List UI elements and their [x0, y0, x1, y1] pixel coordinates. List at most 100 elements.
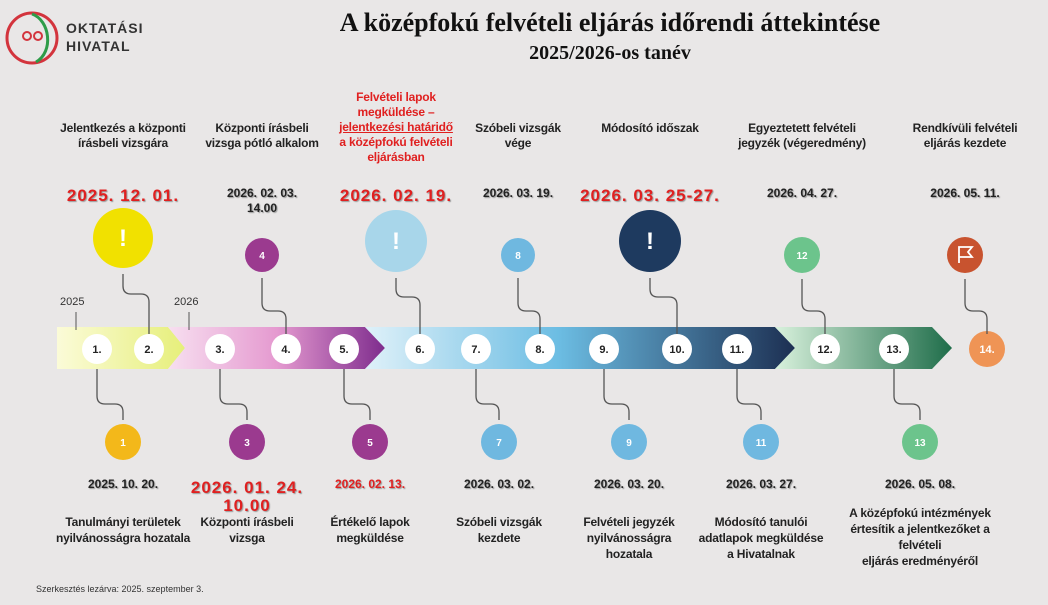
connector	[395, 278, 421, 334]
badge	[619, 210, 681, 272]
event-date: 10.00	[223, 496, 271, 515]
event-label: megküldése –	[357, 105, 435, 119]
event-label: Jelentkezés a központi	[60, 121, 186, 135]
step-number: 8.	[535, 344, 544, 356]
event-label: A középfokú intézmények	[849, 506, 991, 520]
badge-text: 11	[756, 438, 767, 449]
step-circle	[589, 334, 619, 364]
badge	[352, 424, 388, 460]
badge	[902, 424, 938, 460]
event-label: Szóbeli vizsgák	[475, 121, 561, 135]
event-label: eljárásban	[367, 150, 425, 164]
badge	[229, 424, 265, 460]
badge	[245, 238, 279, 272]
event-date: 2025. 10. 20.	[87, 477, 159, 491]
event-label: Központi írásbeli	[215, 121, 309, 135]
event-label: Rendkívüli felvételi	[912, 121, 1018, 135]
badge-text: 4	[259, 251, 265, 262]
event-label: Egyeztetett felvételi	[748, 121, 856, 135]
event-label: adatlapok megküldése	[698, 531, 824, 545]
event-label: a Hivatalnak	[727, 547, 795, 561]
event-date: 2026. 03. 19.	[482, 186, 554, 200]
step-number: 4.	[281, 344, 290, 356]
subtitle: 2025/2026-os tanév	[529, 42, 691, 64]
step-number: 2.	[144, 344, 153, 356]
event-date: 2026. 02. 19.	[339, 186, 453, 205]
step-circle	[205, 334, 235, 364]
connector	[893, 369, 921, 420]
connector	[801, 279, 826, 334]
step-number: 7.	[471, 344, 480, 356]
step-number: 13.	[886, 344, 901, 356]
connector	[517, 278, 541, 334]
badge	[365, 210, 427, 272]
event-date: 2026. 01. 24.	[190, 478, 304, 497]
event-label: Tanulmányi területek	[65, 515, 181, 529]
step-circle	[329, 334, 359, 364]
step-number: 1.	[92, 344, 101, 356]
connector	[736, 369, 762, 420]
event-date: 14.00	[246, 201, 278, 215]
badge	[743, 424, 779, 460]
step-circle	[722, 334, 752, 364]
event-date: 2026. 03. 25-27.	[580, 186, 720, 205]
event-label: eljárás eredményéről	[861, 554, 979, 568]
badge	[93, 208, 153, 268]
event-label: kezdete	[477, 531, 521, 545]
event-label: Módosító időszak	[601, 121, 699, 135]
connector	[261, 278, 287, 334]
step-number: 3.	[215, 344, 224, 356]
event-label: felvételi	[898, 538, 942, 552]
event-label: Szóbeli vizsgák	[456, 515, 542, 529]
year-label: 2025	[60, 296, 85, 308]
event-label: vizsga pótló alkalom	[205, 136, 319, 150]
badge-text: 7	[496, 438, 502, 449]
badge	[105, 424, 141, 460]
event-label: értesítik a jelentkezőket a	[850, 522, 990, 536]
event-label: Központi írásbeli	[200, 515, 294, 529]
event-label: írásbeli vizsgára	[78, 136, 168, 150]
step-number: 14.	[979, 344, 994, 356]
event-label: nyilvánosságra	[586, 531, 672, 545]
badge-text: 8	[515, 251, 521, 262]
badge	[481, 424, 517, 460]
event-label: jegyzék (végeredmény)	[738, 136, 866, 150]
event-label: Felvételi lapok	[356, 90, 436, 104]
event-date: 2026. 02. 03.	[226, 186, 298, 200]
event-label: nyilvánosságra hozatala	[55, 531, 191, 545]
connector	[603, 369, 630, 420]
badge-text: 5	[367, 438, 373, 449]
event-date: 2025. 12. 01.	[66, 186, 180, 205]
connector	[964, 279, 988, 334]
logo	[5, 11, 59, 65]
step-circle	[405, 334, 435, 364]
flag-icon	[958, 246, 974, 263]
connector	[122, 274, 150, 334]
step-number: 12.	[817, 344, 832, 356]
event-label: hozatala	[605, 547, 653, 561]
connector	[219, 369, 248, 420]
event-label: vége	[504, 136, 532, 150]
connector	[343, 369, 371, 420]
event-label: Módosító tanulói	[714, 515, 808, 529]
badge-text: 13	[914, 438, 926, 449]
badge-text: 3	[244, 438, 250, 449]
event-label: eljárás kezdete	[923, 136, 1007, 150]
footer: Szerkesztés lezárva: 2025. szeptember 3.	[36, 584, 204, 594]
logo-text: OKTATÁSI	[66, 20, 144, 36]
badge-text: !	[646, 228, 654, 255]
step-number: 11.	[730, 344, 745, 356]
step-circle	[525, 334, 555, 364]
step-number: 6.	[415, 344, 424, 356]
event-date: 2026. 02. 13.	[334, 477, 406, 491]
badge	[611, 424, 647, 460]
step-circle	[461, 334, 491, 364]
badge	[784, 237, 820, 273]
connector	[96, 369, 124, 420]
step-circle	[134, 334, 164, 364]
event-date: 2026. 05. 11.	[930, 186, 1000, 200]
event-label: Értékelő lapok	[330, 515, 410, 529]
connector	[475, 369, 500, 420]
